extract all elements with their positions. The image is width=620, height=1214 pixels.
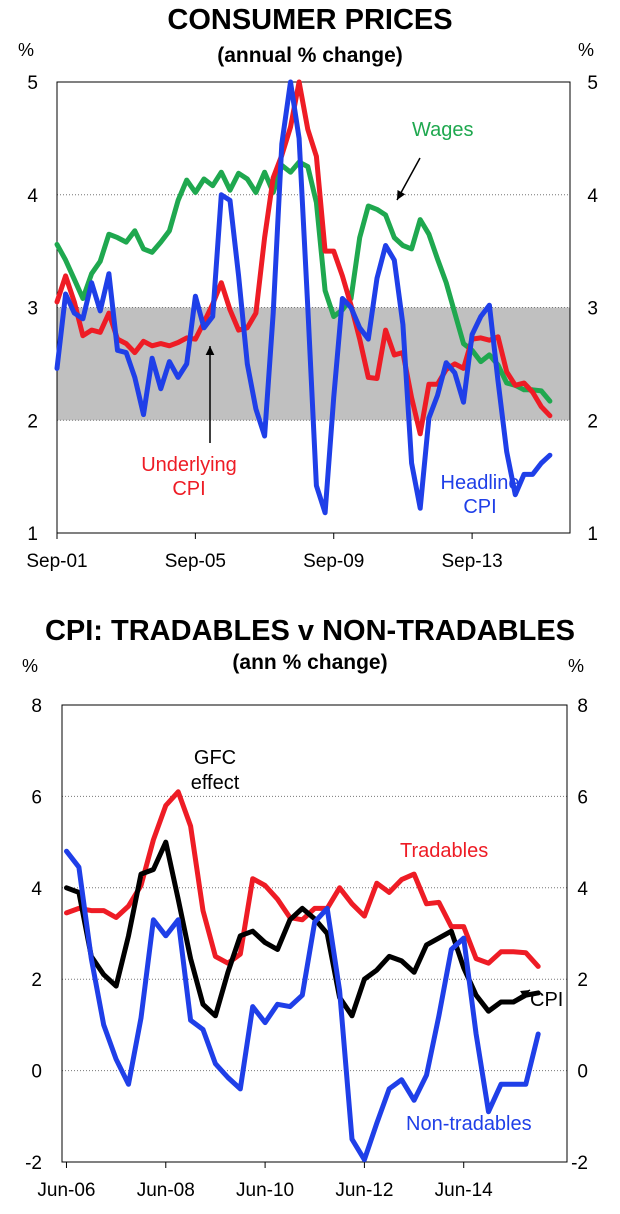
series-label-wages: Wages — [412, 119, 474, 141]
consumer-prices-chart: 1 1 2 2 3 3 4 4 5 5% % Sep-01 Sep-05 Sep-09 Sep-13 Wage… — [18, 40, 598, 572]
annotation-text: effect — [191, 772, 240, 794]
y-tick-right: 2 — [587, 411, 598, 432]
y-tick-left: 3 — [27, 299, 38, 320]
y-tick-right: 5 — [587, 73, 598, 94]
x-tick-label: Jun-10 — [236, 1180, 294, 1201]
series-label-cpi: CPI — [530, 989, 563, 1011]
y-tick-right: 3 — [587, 299, 598, 320]
y-tick-right: 4 — [587, 186, 598, 207]
x-tick-label: Sep-09 — [303, 551, 364, 572]
annotation-text: GFC — [194, 747, 236, 769]
y-tick-left: 2 — [27, 411, 38, 432]
plot-frame — [56, 81, 571, 534]
chart2-title: CPI: TRADABLES v NON-TRADABLES — [44, 615, 576, 647]
y-tick-right: 2 — [577, 970, 588, 991]
series-line-headline-cpi — [54, 79, 553, 516]
y-tick-right: -2 — [571, 1153, 588, 1174]
series-label-headline-cpi: Headline — [441, 472, 520, 494]
y-tick-left: 0 — [31, 1062, 42, 1083]
x-tick-label: Sep-13 — [441, 551, 502, 572]
y-unit-left: % — [18, 40, 34, 60]
arrow-head — [205, 346, 215, 356]
chart1-title: CONSUMER PRICES — [167, 4, 453, 36]
y-tick-right: 0 — [577, 1062, 588, 1083]
y-tick-left: -2 — [25, 1153, 42, 1174]
arrow-head — [520, 990, 530, 999]
x-tick-label: Sep-05 — [165, 551, 226, 572]
chart2-subtitle: (ann % change) — [232, 651, 388, 674]
series-line-tradables — [64, 789, 541, 969]
y-unit-left: % — [22, 656, 38, 676]
x-tick-label: Jun-08 — [137, 1180, 195, 1201]
y-tick-right: 1 — [587, 524, 598, 545]
x-tick-label: Jun-14 — [435, 1180, 494, 1201]
series-label-non-tradables: Non-tradables — [406, 1113, 532, 1135]
y-tick-left: 4 — [27, 186, 38, 207]
y-tick-right: 6 — [577, 787, 588, 808]
y-tick-left: 5 — [27, 73, 38, 94]
y-tick-left: 2 — [31, 970, 42, 991]
y-unit-right: % — [578, 40, 594, 60]
series-line-cpi — [64, 839, 541, 1019]
y-tick-left: 4 — [31, 879, 42, 900]
x-tick-label: Sep-01 — [26, 551, 87, 572]
y-unit-right: % — [568, 656, 584, 676]
series-label-underlying-cpi: CPI — [172, 478, 205, 500]
y-tick-left: 8 — [31, 696, 42, 717]
plot-frame — [61, 704, 568, 1163]
arrow-head — [397, 190, 406, 200]
y-tick-left: 1 — [27, 524, 38, 545]
x-tick-label: Jun-12 — [335, 1180, 393, 1201]
series-line-non-tradables — [64, 848, 541, 1163]
y-tick-right: 4 — [577, 879, 588, 900]
y-tick-left: 6 — [31, 787, 42, 808]
chart1-subtitle: (annual % change) — [217, 44, 403, 67]
y-tick-right: 8 — [577, 696, 588, 717]
series-label-tradables: Tradables — [400, 840, 488, 862]
x-tick-label: Jun-06 — [37, 1180, 95, 1201]
series-label-underlying-cpi: Underlying — [141, 454, 237, 476]
series-label-headline-cpi: CPI — [463, 496, 496, 518]
